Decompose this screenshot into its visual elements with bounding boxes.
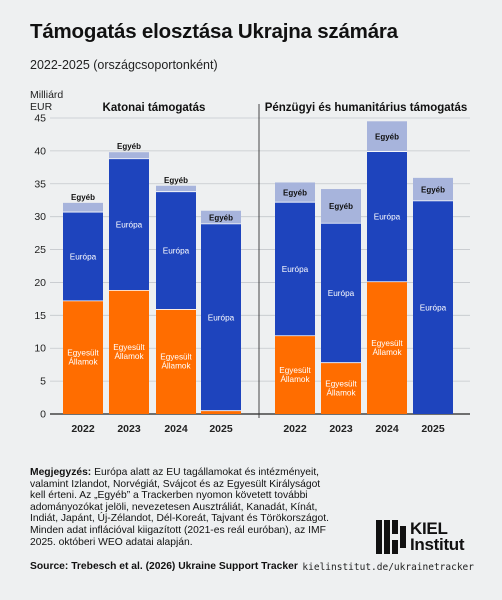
bar-segment-us xyxy=(63,300,103,414)
data-label-other: Egyéb xyxy=(329,202,353,211)
x-tick-label: 2022 xyxy=(283,423,307,435)
y-tick-label: 10 xyxy=(34,343,46,355)
bar-segment-other xyxy=(413,177,453,201)
bar-segment-other xyxy=(275,182,315,203)
data-label-europe: Európa xyxy=(374,213,401,222)
data-label-europe: Európa xyxy=(282,265,309,274)
data-label-us: Egyesült xyxy=(371,339,403,348)
bar-segment-us xyxy=(275,335,315,414)
note-label: Megjegyzés: xyxy=(30,467,92,478)
data-label-other: Egyéb xyxy=(421,185,445,194)
bar-segment-us xyxy=(321,362,361,414)
y-tick-label: 25 xyxy=(34,244,46,256)
y-tick-label: 30 xyxy=(34,211,46,223)
x-tick-label: 2025 xyxy=(209,423,233,435)
y-tick-label: 0 xyxy=(40,409,46,421)
logo-line-2: Institut xyxy=(410,535,465,554)
data-label-us: Államok xyxy=(161,361,191,371)
bar-segment-other xyxy=(109,152,149,159)
source-text: Source: Trebesch et al. (2026) Ukraine S… xyxy=(30,561,298,572)
data-label-other: Egyéb xyxy=(117,142,141,151)
bar-segment-europe xyxy=(156,191,196,310)
data-label-us: Államok xyxy=(280,374,310,384)
y-axis-unit-line-2: EUR xyxy=(30,101,53,113)
data-label-other: Egyéb xyxy=(209,213,233,222)
data-label-europe: Európa xyxy=(163,247,190,256)
panel-title: Pénzügyi és humanitárius támogatás xyxy=(265,102,468,114)
data-label-us: Egyesült xyxy=(113,343,145,352)
bar-segment-other xyxy=(367,121,407,152)
data-label-us: Államok xyxy=(372,347,402,357)
bar-segment-other xyxy=(321,189,361,224)
data-label-us: Egyesült xyxy=(160,353,192,362)
page-subtitle: 2022-2025 (országcsoportonként) xyxy=(30,58,218,72)
bar-segment-europe xyxy=(63,212,103,301)
logo-line-1: KIEL xyxy=(410,519,448,538)
page-title: Támogatás elosztása Ukrajna számára xyxy=(30,20,398,43)
data-label-us: Államok xyxy=(114,351,144,361)
data-label-europe: Európa xyxy=(116,221,143,230)
kiel-logo-text: KIEL Institut xyxy=(410,519,465,554)
x-tick-label: 2024 xyxy=(164,423,188,435)
data-label-other: Egyéb xyxy=(283,188,307,197)
bar-segment-other xyxy=(201,210,241,224)
bar-segment-europe xyxy=(367,151,407,282)
y-tick-label: 5 xyxy=(40,376,46,388)
data-label-us: Egyesült xyxy=(67,348,99,357)
y-tick-label: 45 xyxy=(34,113,46,125)
data-label-us: Egyesült xyxy=(279,366,311,375)
data-label-europe: Európa xyxy=(208,313,235,322)
data-label-us: Államok xyxy=(326,387,356,397)
data-label-us: Államok xyxy=(68,356,98,366)
data-label-other: Egyéb xyxy=(164,176,188,185)
data-label-europe: Európa xyxy=(70,252,97,261)
x-tick-label: 2024 xyxy=(375,423,399,435)
bar-segment-europe xyxy=(413,200,453,414)
bar-segment-us xyxy=(201,410,241,414)
x-tick-label: 2023 xyxy=(329,423,353,435)
y-axis-unit-line-1: Milliárd xyxy=(30,89,64,101)
bar-segment-us xyxy=(156,309,196,414)
y-tick-label: 35 xyxy=(34,178,46,190)
data-label-us: Egyesült xyxy=(325,379,357,388)
bar-segment-other xyxy=(156,185,196,192)
bar-segment-us xyxy=(367,281,407,414)
y-tick-label: 15 xyxy=(34,310,46,322)
bar-segment-europe xyxy=(201,223,241,411)
bar-segment-us xyxy=(109,290,149,414)
bar-segment-europe xyxy=(321,223,361,363)
kiel-institut-logo: KIEL Institut xyxy=(376,520,486,554)
y-tick-label: 20 xyxy=(34,277,46,289)
x-tick-label: 2022 xyxy=(71,423,95,435)
y-tick-label: 40 xyxy=(34,145,46,157)
note-text: Európa alatt az EU tagállamokat és intéz… xyxy=(30,467,329,548)
bar-segment-europe xyxy=(275,202,315,336)
x-tick-label: 2023 xyxy=(117,423,141,435)
x-tick-label: 2025 xyxy=(421,423,445,435)
chart-note: Megjegyzés: Európa alatt az EU tagállamo… xyxy=(30,467,330,548)
kiel-logo-icon xyxy=(376,520,406,554)
bar-segment-europe xyxy=(109,158,149,291)
y-axis-unit: Milliárd EUR xyxy=(30,89,63,113)
panel-title: Katonai támogatás xyxy=(103,102,206,114)
data-label-europe: Európa xyxy=(328,289,355,298)
bar-segment-other xyxy=(63,202,103,213)
data-label-other: Egyéb xyxy=(71,193,95,202)
source-url[interactable]: kielinstitut.de/ukrainetracker xyxy=(302,562,474,573)
data-label-europe: Európa xyxy=(420,303,447,312)
data-label-other: Egyéb xyxy=(375,132,399,141)
